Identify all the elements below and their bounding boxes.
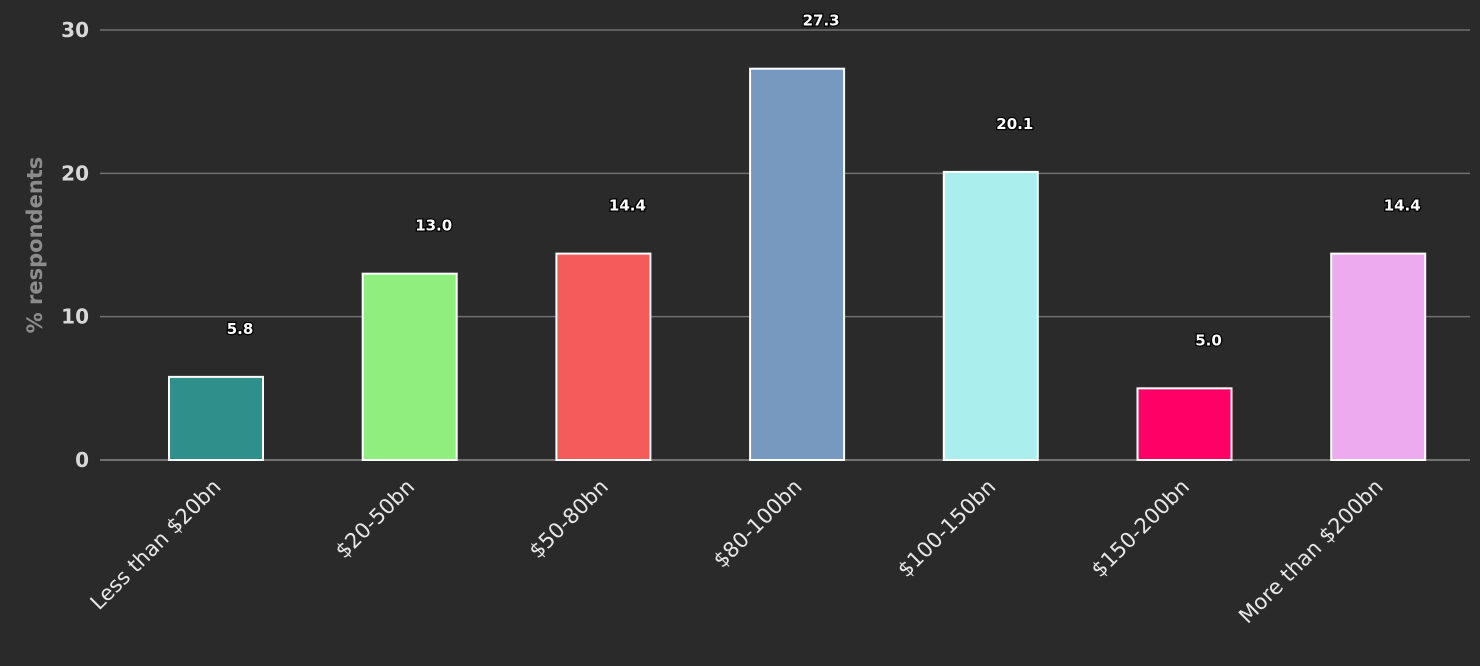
bar	[942, 170, 1039, 461]
y-axis-title: % respondents	[23, 157, 47, 334]
data-label: 20.1	[996, 115, 1033, 133]
x-axis-labels: Less than $20bn $20-50bn $50-80bn $80-100bn…	[86, 475, 1388, 629]
x-tick-label: $80-100bn	[709, 475, 807, 573]
x-tick-label: $50-80bn	[525, 475, 613, 563]
bars	[168, 67, 1427, 462]
x-tick-label: Less than $20bn	[86, 475, 226, 615]
bar	[168, 375, 264, 461]
data-label: 14.4	[609, 197, 646, 215]
bar	[749, 67, 846, 461]
bar	[1136, 387, 1233, 462]
y-axis-ticks: 0 10 20 30	[61, 18, 89, 472]
data-label: 27.3	[803, 12, 840, 30]
bar	[361, 272, 458, 461]
data-labels: 5.8 13.0 14.4 27.3 20.1 5.0 14.4	[225, 10, 1421, 350]
bar	[555, 252, 652, 461]
y-tick-label: 20	[61, 161, 89, 185]
y-tick-label: 30	[61, 18, 89, 42]
data-label: 13.0	[415, 217, 452, 235]
y-tick-label: 10	[61, 305, 89, 329]
data-label: 5.0	[1195, 331, 1222, 349]
x-tick-label: More than $200bn	[1234, 475, 1388, 629]
bar	[1330, 252, 1427, 461]
x-tick-label: $20-50bn	[331, 475, 419, 563]
x-tick-label: $150-200bn	[1087, 475, 1194, 582]
data-label: 5.8	[227, 320, 254, 338]
y-tick-label: 0	[75, 448, 89, 472]
x-tick-label: $100-150bn	[893, 475, 1000, 582]
data-label: 14.4	[1384, 197, 1421, 215]
